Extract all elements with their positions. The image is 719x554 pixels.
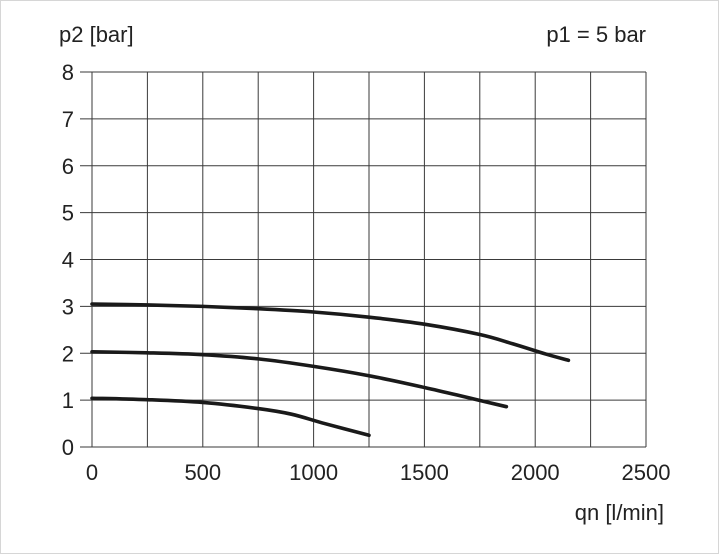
y-tick-label: 2 xyxy=(62,341,74,366)
x-tick-label: 2500 xyxy=(622,460,671,485)
y-tick-label: 4 xyxy=(62,248,74,273)
grid xyxy=(80,71,647,448)
series-line xyxy=(90,302,571,363)
x-tick-label: 0 xyxy=(86,460,98,485)
y-tick-label: 6 xyxy=(62,154,74,179)
x-tick-label: 1500 xyxy=(400,460,449,485)
y-tick-label: 1 xyxy=(62,388,74,413)
curves xyxy=(90,302,571,438)
x-tick-label: 500 xyxy=(184,460,221,485)
y-tick-label: 8 xyxy=(62,60,74,85)
y-axis-title: p2 [bar] xyxy=(59,22,134,47)
y-tick-label: 0 xyxy=(62,435,74,460)
x-axis-title: qn [l/min] xyxy=(575,500,664,525)
y-tick-labels: 0 1 2 3 4 5 6 7 8 xyxy=(62,60,74,460)
series-line xyxy=(90,396,371,438)
y-tick-label: 3 xyxy=(62,294,74,319)
x-tick-label: 1000 xyxy=(289,460,338,485)
series-line xyxy=(90,350,509,409)
pressure-annotation: p1 = 5 bar xyxy=(546,22,646,47)
x-tick-label: 2000 xyxy=(511,460,560,485)
x-tick-labels: 0 500 1000 1500 2000 2500 xyxy=(86,460,671,485)
y-tick-label: 7 xyxy=(62,107,74,132)
y-tick-label: 5 xyxy=(62,201,74,226)
